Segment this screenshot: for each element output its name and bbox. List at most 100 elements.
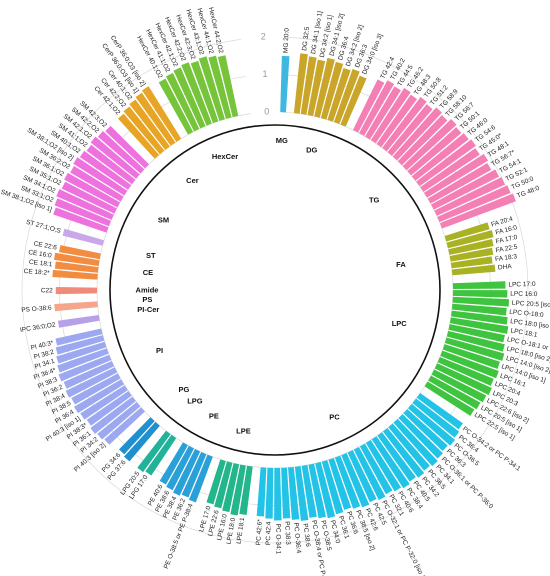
bar-label: LPC 17:0 bbox=[508, 281, 536, 289]
bar-label: PC 38:6 bbox=[301, 523, 311, 548]
bar bbox=[90, 136, 140, 179]
bar bbox=[408, 403, 456, 446]
bar bbox=[392, 107, 443, 161]
bar bbox=[123, 106, 165, 155]
group-label: HexCer bbox=[212, 152, 238, 161]
bar bbox=[55, 287, 98, 295]
bar bbox=[222, 463, 240, 513]
bar bbox=[73, 157, 128, 196]
bar bbox=[97, 131, 145, 174]
group-label: LPC bbox=[392, 319, 408, 328]
bar bbox=[52, 269, 98, 280]
bar bbox=[451, 303, 507, 316]
bar bbox=[416, 393, 463, 430]
bar bbox=[54, 261, 99, 273]
bar bbox=[71, 373, 121, 405]
bar-label: MG 20:0 bbox=[283, 28, 291, 54]
bar bbox=[80, 385, 128, 420]
bar bbox=[74, 379, 125, 414]
bar bbox=[145, 434, 177, 476]
bar bbox=[398, 414, 443, 459]
bar bbox=[86, 144, 136, 185]
bar bbox=[377, 432, 416, 482]
bar bbox=[65, 367, 118, 398]
bar bbox=[119, 417, 155, 455]
bar bbox=[402, 118, 457, 171]
bar bbox=[446, 330, 505, 352]
bar bbox=[437, 356, 494, 386]
bar bbox=[59, 245, 101, 260]
bar bbox=[274, 467, 282, 521]
bar bbox=[452, 296, 510, 307]
bar bbox=[56, 189, 114, 220]
bar-label: LPC 18:1 bbox=[510, 327, 538, 339]
bar bbox=[280, 55, 290, 113]
bar-label: PC 42:6* bbox=[255, 519, 264, 546]
bar bbox=[341, 452, 370, 508]
bar bbox=[230, 464, 246, 516]
bar bbox=[79, 150, 132, 190]
bar bbox=[451, 264, 496, 276]
bar bbox=[206, 459, 226, 505]
bar-label: PS O-38:6 bbox=[21, 305, 52, 314]
bar bbox=[427, 162, 492, 204]
bar bbox=[434, 177, 505, 216]
bar-label: ST 27:1;O;S bbox=[25, 219, 62, 235]
bar-label: LPE 18:1 bbox=[235, 517, 246, 545]
bar bbox=[307, 59, 326, 117]
bar bbox=[449, 317, 509, 334]
bar bbox=[137, 430, 171, 473]
bar bbox=[403, 409, 448, 451]
bar bbox=[135, 92, 176, 146]
bar bbox=[64, 172, 121, 208]
bar bbox=[61, 181, 117, 214]
group-label: FA bbox=[396, 260, 406, 269]
bar bbox=[54, 252, 100, 266]
bar bbox=[55, 328, 103, 346]
bar-label: PC O-36:4 bbox=[292, 522, 302, 554]
bar-label: CE 18:1 bbox=[29, 259, 54, 269]
bar bbox=[63, 361, 115, 389]
bar bbox=[118, 113, 160, 159]
bar bbox=[129, 99, 170, 150]
group-label: PC bbox=[329, 412, 340, 421]
bar bbox=[440, 350, 499, 379]
bar bbox=[173, 67, 206, 129]
bar bbox=[188, 454, 213, 503]
bar bbox=[62, 228, 105, 246]
bar bbox=[142, 86, 182, 142]
bar bbox=[208, 55, 232, 119]
bar bbox=[293, 53, 308, 114]
bar bbox=[340, 75, 367, 127]
bar bbox=[407, 127, 462, 176]
r-tick-label: 2 bbox=[261, 32, 266, 42]
bar bbox=[388, 423, 430, 471]
group-label: PI bbox=[156, 346, 163, 355]
bar-label: FA 18:3 bbox=[495, 253, 518, 263]
bar bbox=[190, 60, 219, 124]
bar bbox=[159, 442, 188, 485]
bar bbox=[424, 381, 475, 416]
bar bbox=[57, 314, 100, 328]
bar bbox=[393, 418, 438, 467]
bar bbox=[437, 185, 511, 223]
bar bbox=[444, 222, 490, 242]
bar-label: LPC O-18:0 bbox=[509, 309, 544, 319]
bar bbox=[434, 363, 492, 395]
bar bbox=[442, 344, 500, 369]
bar bbox=[314, 57, 335, 118]
bar bbox=[173, 448, 201, 496]
bar bbox=[166, 445, 194, 491]
bar bbox=[165, 72, 200, 132]
bar-label: LPC 16:0 bbox=[510, 291, 538, 298]
bar-label: LPC 20:5 [iso 3] bbox=[512, 300, 550, 310]
group-label: SM bbox=[158, 216, 169, 225]
bar bbox=[123, 421, 160, 462]
bar bbox=[181, 62, 212, 126]
group-label: CE bbox=[143, 268, 153, 277]
bar bbox=[308, 463, 327, 519]
bar-label: FA 22:5 bbox=[495, 244, 518, 255]
bar bbox=[359, 80, 395, 136]
inner-circle bbox=[109, 124, 441, 456]
